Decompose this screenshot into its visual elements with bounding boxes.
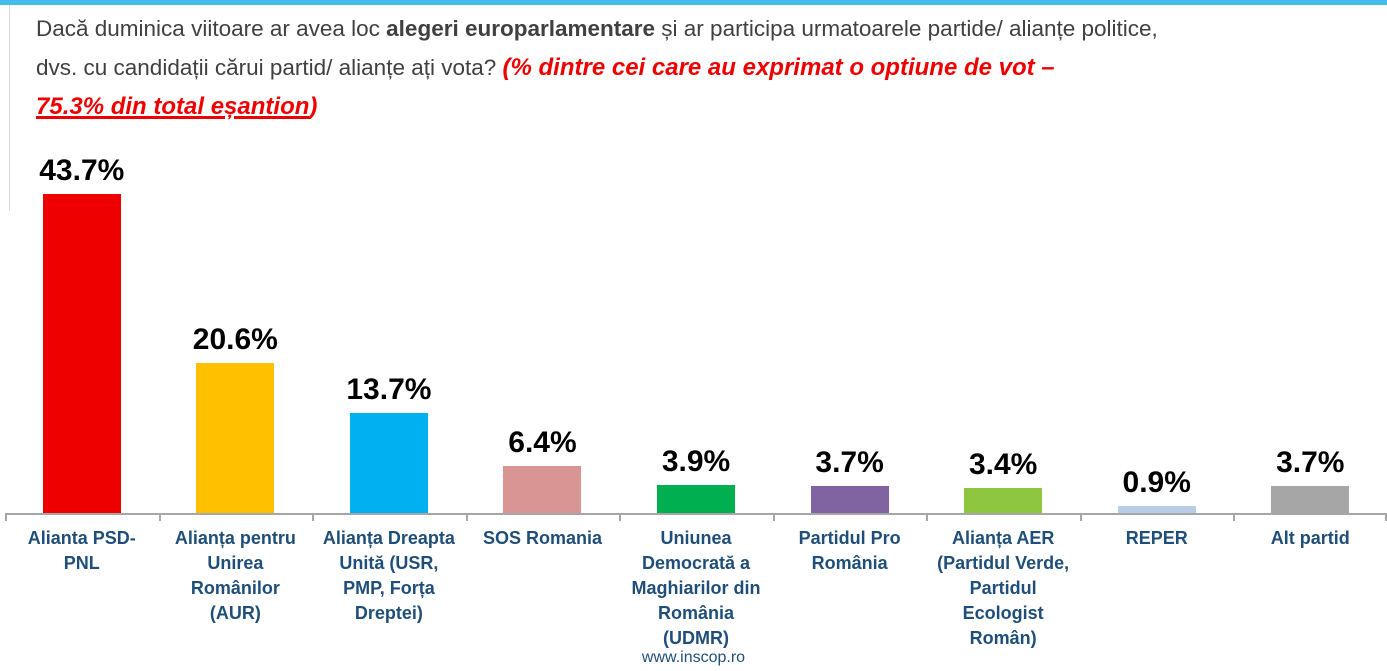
chart-column-2: 20.6% (159, 140, 313, 513)
category-label-5: Uniunea Democrată a Maghiarilor din Româ… (631, 528, 761, 648)
chart-column-4: 6.4% (466, 140, 620, 513)
x-axis-line (5, 513, 1387, 521)
category-label-7: Alianța AER (Partidul Verde, Partidul Ec… (937, 528, 1070, 648)
category-label-8: REPER (1125, 528, 1188, 548)
bar-2 (196, 362, 275, 513)
chart-column-3: 13.7% (312, 140, 466, 513)
bar-5 (657, 484, 736, 513)
chart-column-9: 3.7% (1234, 140, 1387, 513)
source-website: www.inscop.ro (641, 649, 746, 666)
bar-9 (1271, 486, 1350, 513)
chart-question-title: Dacă duminica viitoare ar avea loc alege… (36, 9, 1371, 126)
axis-tick (5, 515, 7, 521)
bar-value-label: 43.7% (39, 154, 125, 187)
axis-tick (772, 515, 775, 521)
title-text-bold: alegeri europarlamentare (386, 16, 656, 41)
axis-tick (926, 515, 929, 521)
bar-chart-plot-area: 43.7% 20.6% 13.7% 6.4% 3.9% 3.7% 3.4% 0.9% 3.7% (5, 140, 1387, 513)
category-label-1: Alianta PSD- PNL (27, 528, 136, 573)
title-text: dvs. cu candidații cărui partid/ alianțe… (36, 55, 503, 80)
title-line-2: dvs. cu candidații cărui partid/ alianțe… (36, 48, 1371, 87)
title-box-border-line (9, 5, 10, 211)
title-note-red: (% dintre cei care au exprimat o optiune… (502, 54, 1055, 81)
chart-column-6: 3.7% (773, 140, 927, 513)
bar-value-label: 3.4% (968, 448, 1038, 482)
bar-1 (42, 194, 121, 513)
axis-tick (619, 515, 622, 521)
category-label-4: SOS Romania (482, 528, 602, 548)
title-text: Dacă duminica viitoare ar avea loc (36, 16, 387, 41)
axis-tick (465, 515, 468, 521)
chart-column-8: 0.9% (1080, 140, 1234, 513)
bar-value-label: 0.9% (1122, 466, 1191, 500)
axis-tick (1079, 515, 1082, 521)
chart-column-5: 3.9% (619, 140, 773, 513)
bar-value-label: 3.7% (1276, 446, 1345, 479)
category-label-3: Alianța Dreapta Unită (USR, PMP, Forța D… (322, 528, 455, 623)
chart-column-1: 43.7% (5, 140, 159, 513)
axis-tick (1385, 515, 1387, 521)
title-text: și ar participa urmatoarele partide/ ali… (655, 16, 1158, 41)
title-note-red: ) (309, 93, 318, 120)
bar-value-label: 3.7% (815, 446, 884, 479)
top-accent-line (0, 0, 1387, 5)
bar-7 (964, 488, 1043, 513)
bar-value-label: 13.7% (346, 373, 432, 406)
title-line-3: 75.3% din total eșantion) (36, 87, 1371, 126)
axis-tick (1233, 515, 1236, 521)
axis-tick (158, 515, 161, 521)
title-note-red-underlined: 75.3% din total eșantion (36, 93, 310, 120)
title-line-1: Dacă duminica viitoare ar avea loc alege… (36, 9, 1371, 48)
bar-6 (810, 486, 889, 513)
axis-tick (312, 515, 315, 521)
x-axis-category-labels: Alianta PSD- PNL Alianța pentru Unirea Ro… (5, 526, 1387, 651)
bar-4 (503, 466, 582, 513)
chart-column-7: 3.4% (926, 140, 1080, 513)
bar-8 (1117, 506, 1196, 513)
bar-value-label: 3.9% (661, 444, 731, 478)
bar-value-label: 6.4% (508, 426, 577, 460)
category-label-2: Alianța pentru Unirea Românilor (AUR) (174, 528, 296, 623)
category-label-9: Alt partid (1270, 528, 1350, 548)
bar-3 (349, 413, 428, 513)
category-label-6: Partidul Pro România (798, 528, 901, 573)
bar-value-label: 20.6% (192, 322, 278, 356)
